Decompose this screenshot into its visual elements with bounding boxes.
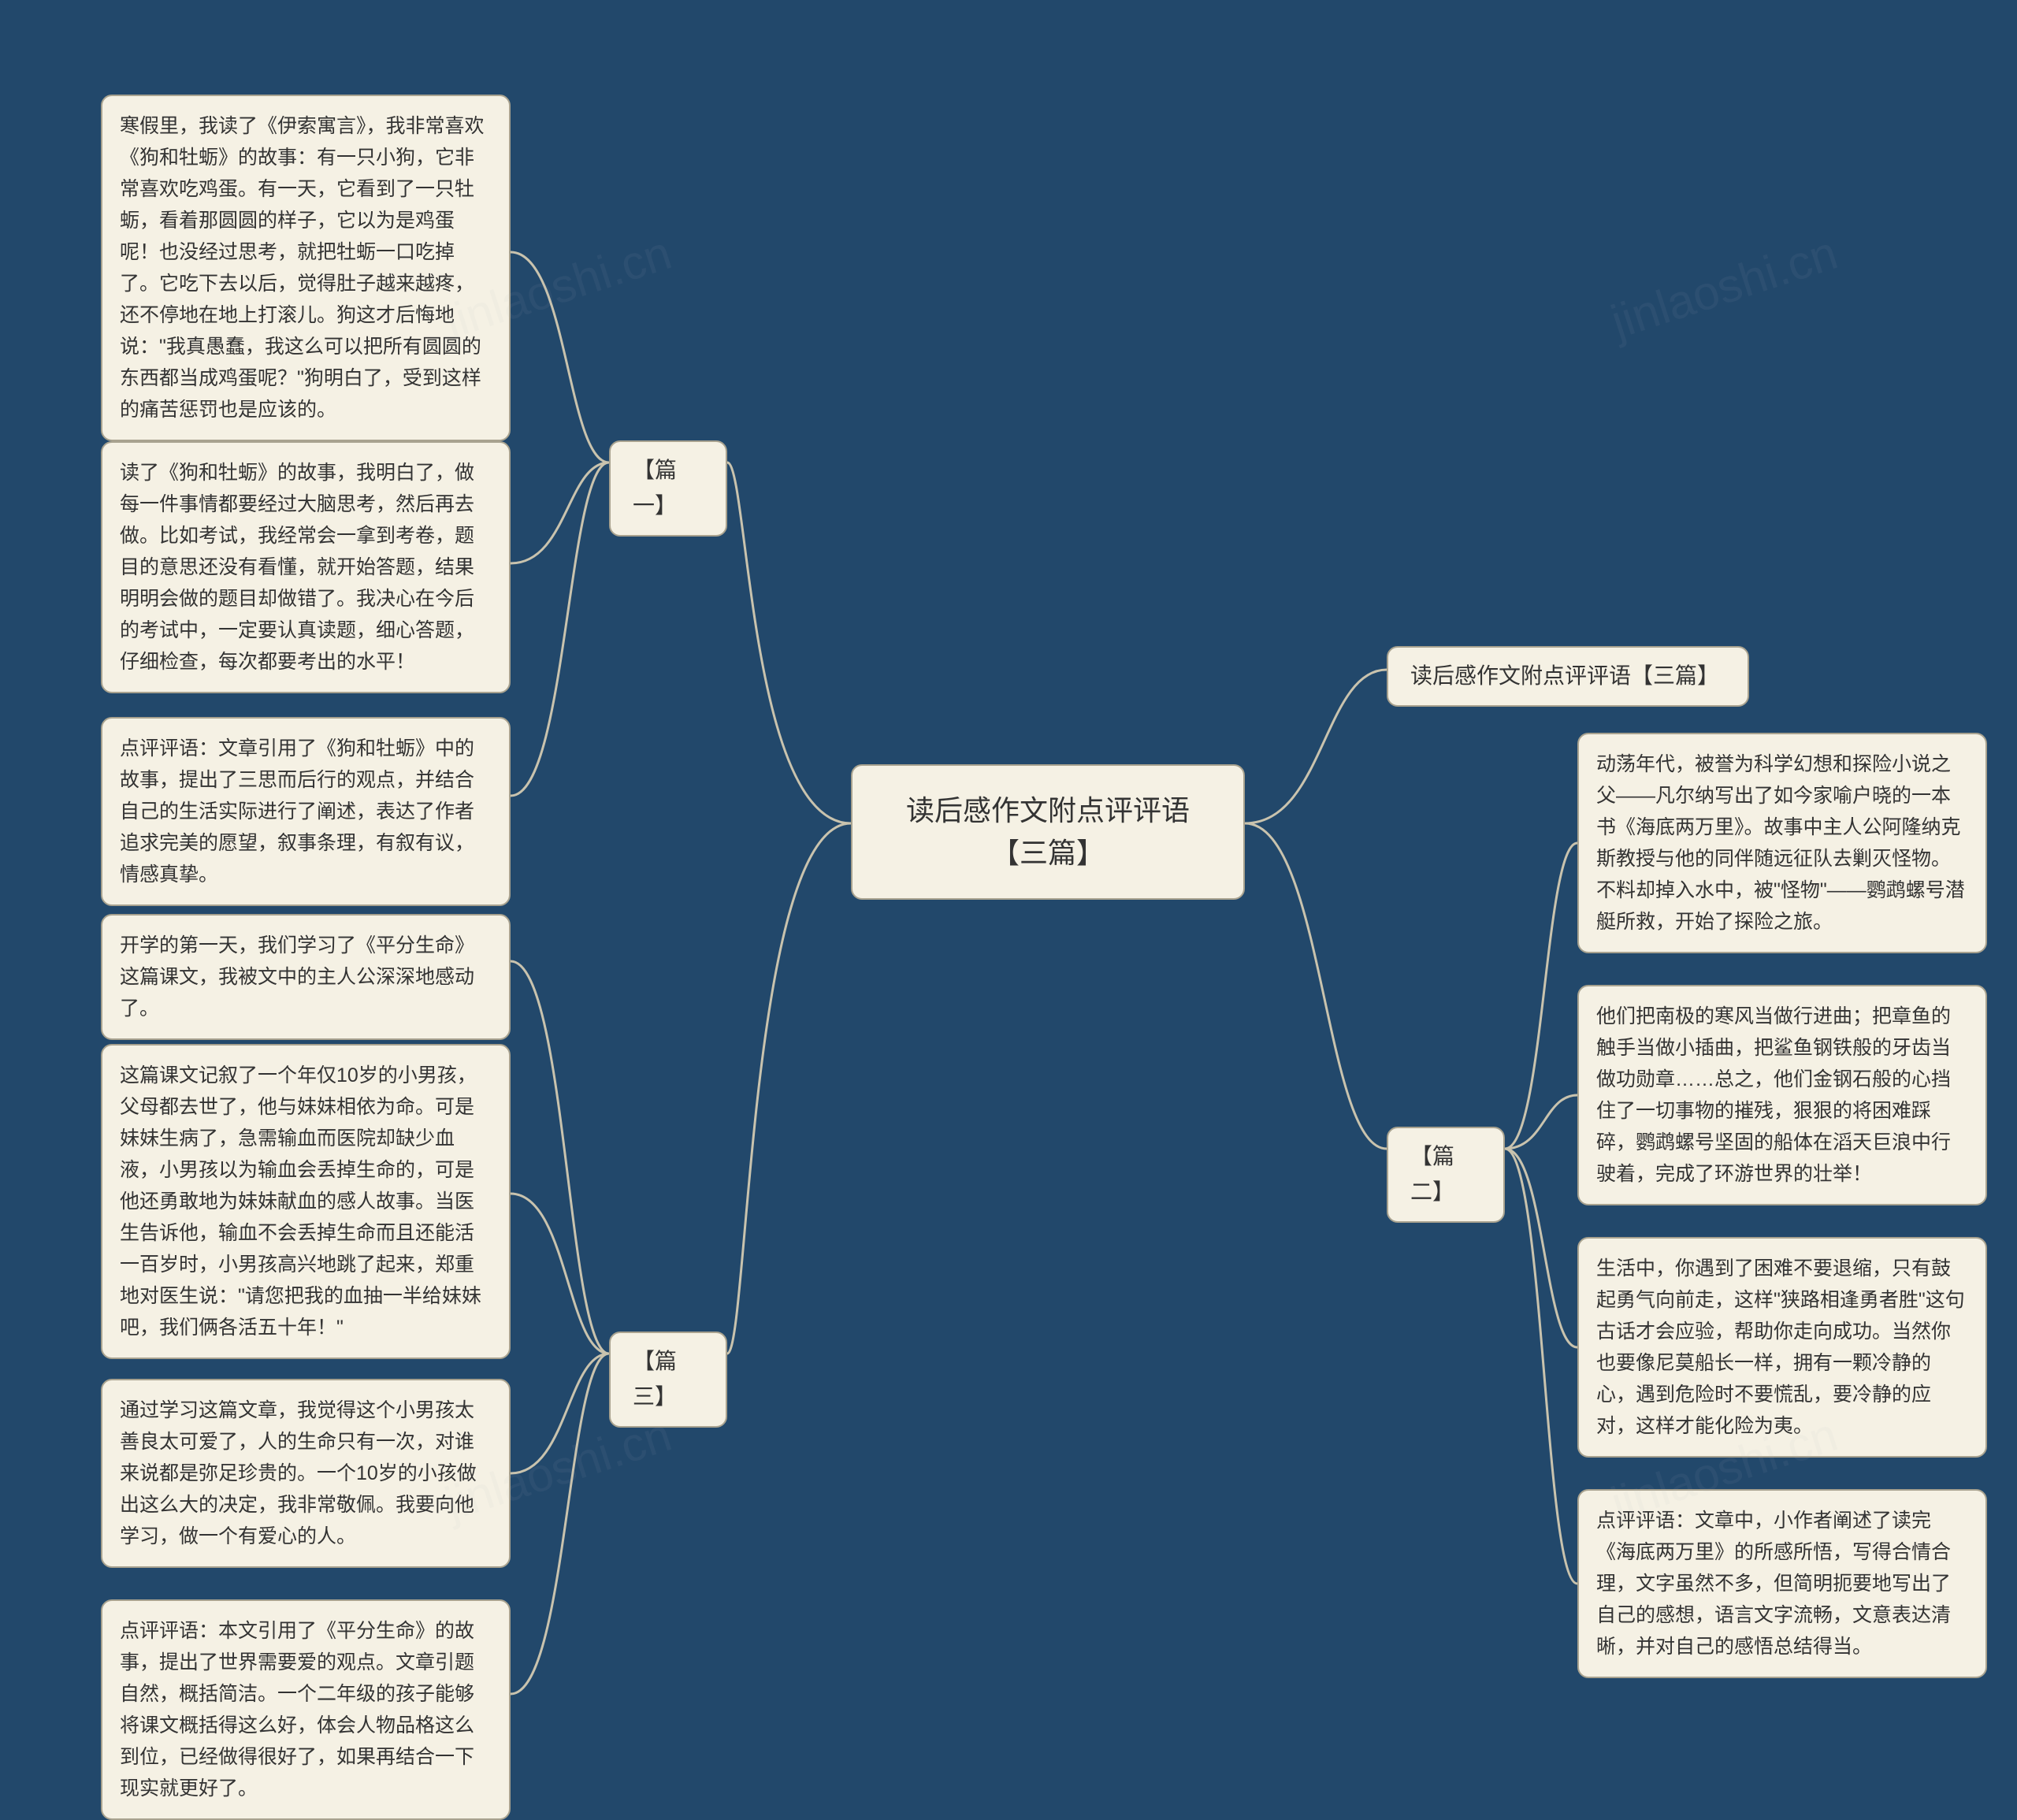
content-p2a: 动荡年代，被誉为科学幻想和探险小说之父——凡尔纳写出了如今家喻户晓的一本书《海底…	[1577, 733, 1987, 953]
connector	[511, 1354, 609, 1473]
content-p1a: 寒假里，我读了《伊索寓言》，我非常喜欢《狗和牡蛎》的故事：有一只小狗，它非常喜欢…	[101, 95, 511, 441]
connector	[1505, 1095, 1577, 1149]
connector	[511, 1194, 609, 1354]
connector	[511, 1354, 609, 1694]
connector	[727, 823, 851, 1354]
content-p2c: 生活中，你遇到了困难不要退缩，只有鼓起勇气向前走，这样"狭路相逢勇者胜"这句古话…	[1577, 1237, 1987, 1458]
right-title-node: 读后感作文附点评评语【三篇】	[1387, 646, 1749, 707]
connector	[727, 462, 851, 823]
connector	[1505, 843, 1577, 1149]
label-p3: 【篇三】	[609, 1332, 727, 1428]
connector	[1505, 1149, 1577, 1347]
connector	[511, 462, 609, 796]
watermark: jinlaoshi.cn	[1605, 225, 1844, 349]
content-p1b: 读了《狗和牡蛎》的故事，我明白了，做每一件事情都要经过大脑思考，然后再去做。比如…	[101, 441, 511, 693]
connector	[1245, 823, 1387, 1149]
label-p2: 【篇二】	[1387, 1127, 1505, 1223]
label-p1: 【篇一】	[609, 440, 727, 537]
connector	[511, 961, 609, 1354]
content-p3a: 开学的第一天，我们学习了《平分生命》这篇课文，我被文中的主人公深深地感动了。	[101, 914, 511, 1040]
content-p2b: 他们把南极的寒风当做行进曲；把章鱼的触手当做小插曲，把鲨鱼钢铁般的牙齿当做功勋章…	[1577, 985, 1987, 1205]
connector	[511, 462, 609, 563]
connector	[511, 252, 609, 462]
center-node: 读后感作文附点评评语【三篇】	[851, 764, 1245, 900]
connector	[1505, 1149, 1577, 1584]
content-p3b: 这篇课文记叙了一个年仅10岁的小男孩，父母都去世了，他与妹妹相依为命。可是妹妹生…	[101, 1044, 511, 1359]
connector	[1245, 670, 1387, 823]
content-p1c: 点评评语：文章引用了《狗和牡蛎》中的故事，提出了三思而后行的观点，并结合自己的生…	[101, 717, 511, 906]
content-p3c: 通过学习这篇文章，我觉得这个小男孩太善良太可爱了，人的生命只有一次，对谁来说都是…	[101, 1379, 511, 1568]
content-p2d: 点评评语：文章中，小作者阐述了读完《海底两万里》的所感所悟，写得合情合理，文字虽…	[1577, 1489, 1987, 1678]
content-p3d: 点评评语：本文引用了《平分生命》的故事，提出了世界需要爱的观点。文章引题自然，概…	[101, 1599, 511, 1820]
